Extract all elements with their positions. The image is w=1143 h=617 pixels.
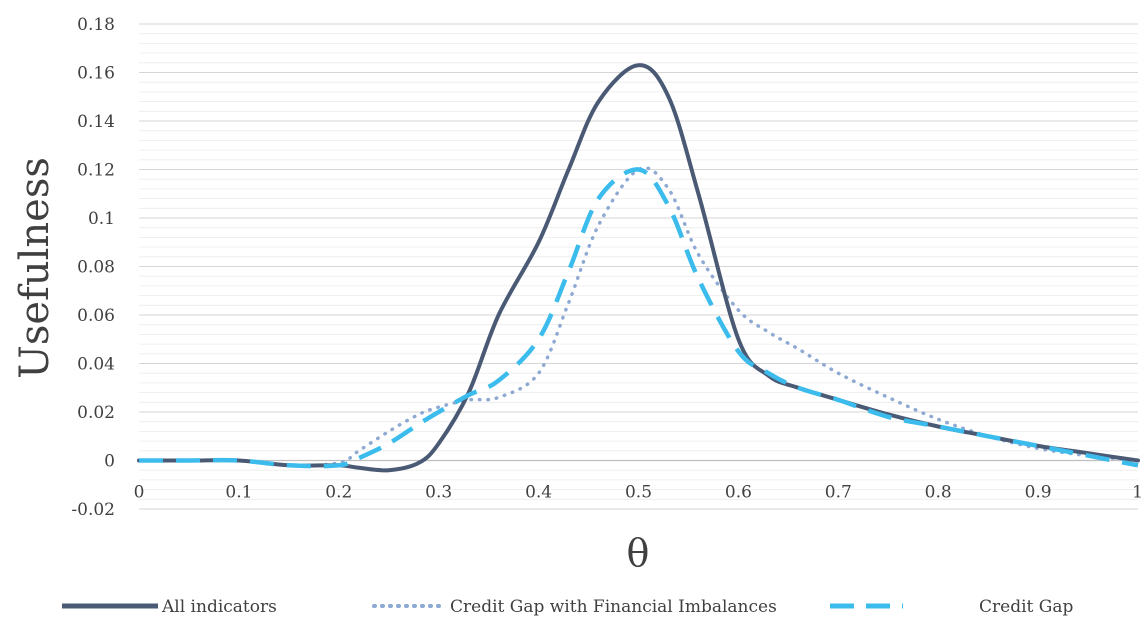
legend: All indicators Credit Gap with Financial… (62, 597, 1073, 617)
y-tick-label: 0.04 (77, 355, 115, 375)
y-tick-label: 0.14 (77, 112, 115, 132)
legend-label-credit-gap-fi: Credit Gap with Financial Imbalances (450, 597, 777, 617)
y-tick-label: 0.02 (77, 403, 115, 423)
x-axis-ticks: 0 0.1 0.2 0.3 0.4 0.5 0.6 0.7 0.8 0.9 1 (134, 483, 1143, 503)
gridlines (139, 23, 1138, 510)
y-tick-label: 0.18 (77, 15, 115, 35)
legend-label-credit-gap: Credit Gap (979, 597, 1073, 617)
legend-item-credit-gap-fi[interactable]: Credit Gap with Financial Imbalances (372, 597, 777, 617)
y-axis-ticks: -0.02 0 0.02 0.04 0.06 0.08 0.1 0.12 0.14 0.16 0.1… (71, 15, 115, 520)
x-tick-label: 0 (134, 483, 145, 503)
x-tick-label: 0.1 (225, 483, 252, 503)
y-axis-title: Usefulness (12, 157, 58, 379)
y-tick-label: 0.12 (77, 161, 115, 181)
y-tick-label: 0.1 (88, 209, 115, 229)
x-axis-title: θ (627, 531, 650, 575)
y-tick-label: -0.02 (71, 500, 115, 520)
y-tick-label: 0.06 (77, 306, 115, 326)
x-tick-label: 0.5 (625, 483, 652, 503)
x-tick-label: 0.4 (525, 483, 552, 503)
x-tick-label: 0.2 (325, 483, 352, 503)
y-tick-label: 0.16 (77, 64, 115, 84)
x-tick-label: 0.9 (1025, 483, 1052, 503)
x-tick-label: 0.6 (725, 483, 752, 503)
series-lines (137, 63, 1140, 473)
series-line-credit-gap-with-financial-imbalances (137, 166, 1140, 468)
legend-item-all-indicators[interactable]: All indicators (62, 597, 277, 617)
x-tick-label: 1 (1132, 483, 1143, 503)
legend-label-all-indicators: All indicators (161, 597, 277, 617)
y-tick-label: 0.08 (77, 258, 115, 278)
series-line-all-indicators (137, 63, 1140, 473)
x-tick-label: 0.3 (425, 483, 452, 503)
y-tick-label: 0 (104, 452, 115, 472)
series-line-credit-gap (139, 167, 1139, 469)
legend-item-credit-gap[interactable]: Credit Gap (830, 597, 1073, 617)
x-tick-label: 0.7 (825, 483, 852, 503)
x-tick-label: 0.8 (925, 483, 952, 503)
